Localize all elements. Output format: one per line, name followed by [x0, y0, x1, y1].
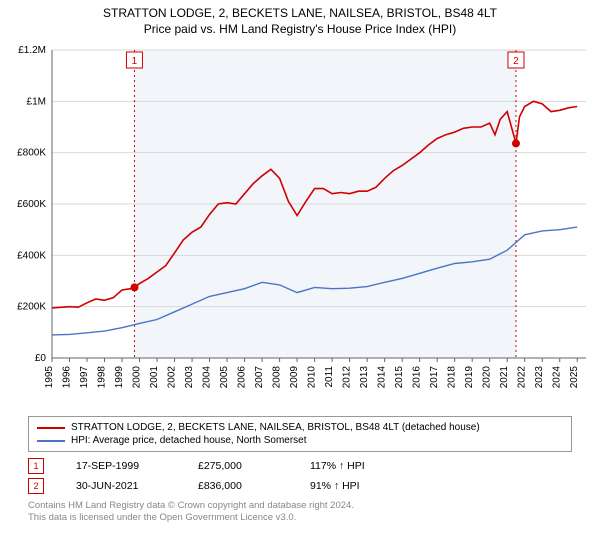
svg-text:2007: 2007 [254, 366, 265, 389]
legend-swatch [37, 440, 65, 442]
svg-text:£1M: £1M [27, 96, 46, 107]
svg-text:2021: 2021 [499, 366, 510, 389]
svg-text:£600K: £600K [17, 199, 46, 210]
title-address: STRATTON LODGE, 2, BECKETS LANE, NAILSEA… [10, 6, 590, 20]
svg-text:£400K: £400K [17, 250, 46, 261]
legend-item: HPI: Average price, detached house, Nort… [37, 434, 563, 447]
svg-text:2008: 2008 [272, 366, 283, 389]
svg-text:£800K: £800K [17, 148, 46, 159]
svg-text:1998: 1998 [97, 366, 108, 389]
svg-text:2003: 2003 [184, 366, 195, 389]
legend-item: STRATTON LODGE, 2, BECKETS LANE, NAILSEA… [37, 421, 563, 434]
chart-area: £0 £200K £400K £600K £800K £1M £1.2M 1995 1996 19… [0, 40, 600, 410]
table-row: 1 17-SEP-1999 £275,000 117% ↑ HPI [28, 456, 572, 476]
svg-text:1999: 1999 [114, 366, 125, 389]
chart-container: STRATTON LODGE, 2, BECKETS LANE, NAILSEA… [0, 0, 600, 525]
footnote: Contains HM Land Registry data © Crown c… [28, 500, 572, 525]
svg-text:£0: £0 [35, 353, 47, 364]
sale-date: 30-JUN-2021 [76, 480, 166, 492]
footnote-line: Contains HM Land Registry data © Crown c… [28, 500, 572, 512]
svg-text:2005: 2005 [219, 366, 230, 389]
svg-text:2013: 2013 [359, 366, 370, 389]
svg-text:2017: 2017 [429, 366, 440, 389]
sale-badge: 1 [28, 458, 44, 474]
svg-text:2018: 2018 [447, 366, 458, 389]
svg-text:1: 1 [132, 56, 138, 67]
legend-swatch [37, 427, 65, 429]
sale-hpi: 91% ↑ HPI [310, 480, 400, 492]
legend-label: STRATTON LODGE, 2, BECKETS LANE, NAILSEA… [71, 422, 480, 433]
title-block: STRATTON LODGE, 2, BECKETS LANE, NAILSEA… [0, 0, 600, 40]
legend-label: HPI: Average price, detached house, Nort… [71, 435, 307, 446]
svg-text:£1.2M: £1.2M [18, 45, 46, 56]
sale-badge: 2 [28, 478, 44, 494]
svg-text:1995: 1995 [44, 366, 55, 389]
sales-table: 1 17-SEP-1999 £275,000 117% ↑ HPI 2 30-J… [28, 456, 572, 496]
svg-text:2001: 2001 [149, 366, 160, 389]
svg-text:2016: 2016 [412, 366, 423, 389]
sale-hpi: 117% ↑ HPI [310, 460, 400, 472]
sale-date: 17-SEP-1999 [76, 460, 166, 472]
svg-text:2022: 2022 [517, 366, 528, 389]
svg-text:2000: 2000 [132, 366, 143, 389]
svg-text:2020: 2020 [482, 366, 493, 389]
svg-text:2006: 2006 [237, 366, 248, 389]
svg-text:2023: 2023 [534, 366, 545, 389]
legend: STRATTON LODGE, 2, BECKETS LANE, NAILSEA… [28, 416, 572, 452]
svg-text:2010: 2010 [307, 366, 318, 389]
svg-text:2002: 2002 [167, 366, 178, 389]
svg-text:1996: 1996 [62, 366, 73, 389]
sale-price: £836,000 [198, 480, 278, 492]
svg-text:2012: 2012 [342, 366, 353, 389]
svg-text:2024: 2024 [552, 366, 563, 389]
sale-price: £275,000 [198, 460, 278, 472]
svg-text:£200K: £200K [17, 302, 46, 313]
line-chart: £0 £200K £400K £600K £800K £1M £1.2M 1995 1996 19… [0, 40, 600, 410]
svg-text:2015: 2015 [394, 366, 405, 389]
svg-text:2004: 2004 [202, 366, 213, 389]
svg-text:2025: 2025 [569, 366, 580, 389]
table-row: 2 30-JUN-2021 £836,000 91% ↑ HPI [28, 476, 572, 496]
svg-text:2011: 2011 [324, 366, 335, 388]
footnote-line: This data is licensed under the Open Gov… [28, 512, 572, 524]
svg-text:2: 2 [513, 56, 519, 67]
svg-text:2014: 2014 [377, 366, 388, 389]
title-subtitle: Price paid vs. HM Land Registry's House … [10, 22, 590, 36]
svg-text:2019: 2019 [464, 366, 475, 389]
svg-text:2009: 2009 [289, 366, 300, 389]
svg-text:1997: 1997 [79, 366, 90, 389]
